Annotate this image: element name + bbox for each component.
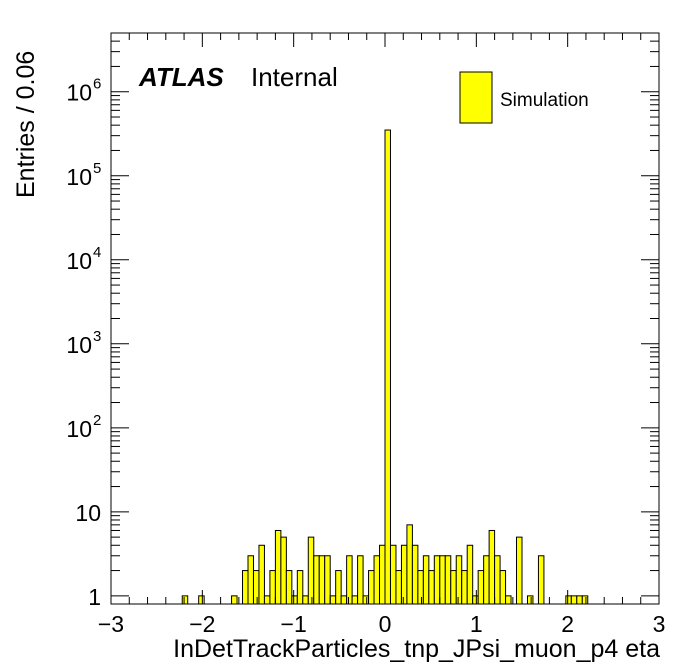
atlas-label: ATLAS [138, 62, 224, 92]
histogram-bar [307, 536, 315, 605]
histogram-bar [379, 544, 386, 605]
histogram-bar [373, 555, 381, 605]
x-tick-label: −3 [98, 611, 124, 637]
histogram-bar [537, 555, 545, 605]
histogram-bar [444, 555, 452, 605]
x-tick-label: 3 [653, 611, 666, 637]
histogram-bar [368, 570, 375, 605]
x-tick-label: −1 [281, 611, 307, 637]
histogram-bar [477, 570, 485, 605]
histogram-bar [247, 555, 254, 605]
histogram-bar [274, 529, 282, 605]
histogram-bar [439, 555, 446, 605]
histogram-bar [488, 529, 496, 605]
histogram-bar [357, 555, 364, 605]
histogram-bar [362, 595, 370, 605]
histogram-bar [231, 595, 238, 605]
histogram-bar [384, 129, 391, 605]
histogram-bar [263, 595, 271, 605]
histogram-bar [505, 595, 512, 605]
histogram-bar [417, 570, 424, 605]
histogram-bar [411, 544, 419, 605]
y-tick-label: 10 [66, 164, 92, 190]
histogram-bar [280, 536, 287, 605]
y-tick-exponent: 6 [93, 76, 101, 93]
histogram-bar [198, 595, 205, 605]
histogram-bar [351, 595, 359, 605]
x-tick-label: 2 [561, 611, 574, 637]
histogram-bar [472, 595, 479, 605]
histogram-bar [269, 570, 276, 605]
x-tick-label: −2 [189, 611, 215, 637]
x-tick-label: 0 [379, 611, 392, 637]
histogram-bar [313, 555, 320, 605]
y-tick-label: 10 [66, 332, 92, 358]
histogram-bar [455, 555, 463, 605]
histogram-bar [483, 555, 490, 605]
y-tick-label: 1 [88, 584, 101, 610]
histogram-bar [291, 595, 298, 605]
y-tick-label: 10 [66, 80, 92, 106]
histogram-bar [181, 595, 189, 605]
histogram-bar [242, 570, 249, 605]
histogram-bar [570, 595, 578, 605]
histogram-bar [516, 536, 523, 605]
histogram-bar [406, 524, 413, 605]
x-axis-title: InDetTrackParticles_tnp_JPsi_muon_p4 eta [173, 635, 660, 663]
histogram-bar [329, 595, 337, 605]
x-tick-label: 1 [470, 611, 483, 637]
histogram-bar [252, 570, 260, 605]
histogram-bar [576, 595, 583, 605]
histogram-bar [400, 544, 408, 605]
histogram-bar [302, 595, 309, 605]
y-tick-label: 10 [75, 500, 101, 526]
x-axis-ticks: −3 −2 −1 0 1 2 3 [98, 33, 666, 637]
y-tick-exponent: 5 [93, 160, 101, 177]
histogram-bar [296, 570, 304, 605]
y-tick-label: 10 [66, 416, 92, 442]
legend-label-simulation: Simulation [500, 90, 589, 111]
histogram-bar [526, 595, 534, 605]
y-tick-exponent: 3 [93, 328, 101, 345]
histogram-bar [389, 544, 397, 605]
histogram-bar [433, 555, 441, 605]
histogram-bar [499, 570, 507, 605]
histogram-bar [285, 570, 293, 605]
histogram-bar [258, 544, 265, 605]
histogram-bar [466, 544, 474, 605]
y-axis-title: Entries / 0.06 [12, 51, 40, 198]
histogram-bar [461, 570, 468, 605]
histogram-bar [494, 555, 501, 605]
histogram-bar [346, 555, 353, 605]
histogram-bar [340, 595, 348, 605]
histogram-bar [395, 570, 402, 605]
histogram-bar [335, 570, 342, 605]
y-tick-exponent: 2 [93, 412, 101, 429]
y-tick-exponent: 4 [93, 244, 101, 261]
histogram-bar [581, 595, 589, 605]
legend-swatch [459, 71, 493, 124]
y-tick-label: 10 [66, 248, 92, 274]
histogram-bar [422, 555, 430, 605]
histogram-bar [318, 555, 326, 605]
histogram-bar [428, 570, 435, 605]
internal-label: Internal [251, 62, 338, 92]
histogram-bar [450, 570, 457, 605]
histogram-bar [324, 555, 331, 605]
histogram-bar [565, 595, 572, 605]
